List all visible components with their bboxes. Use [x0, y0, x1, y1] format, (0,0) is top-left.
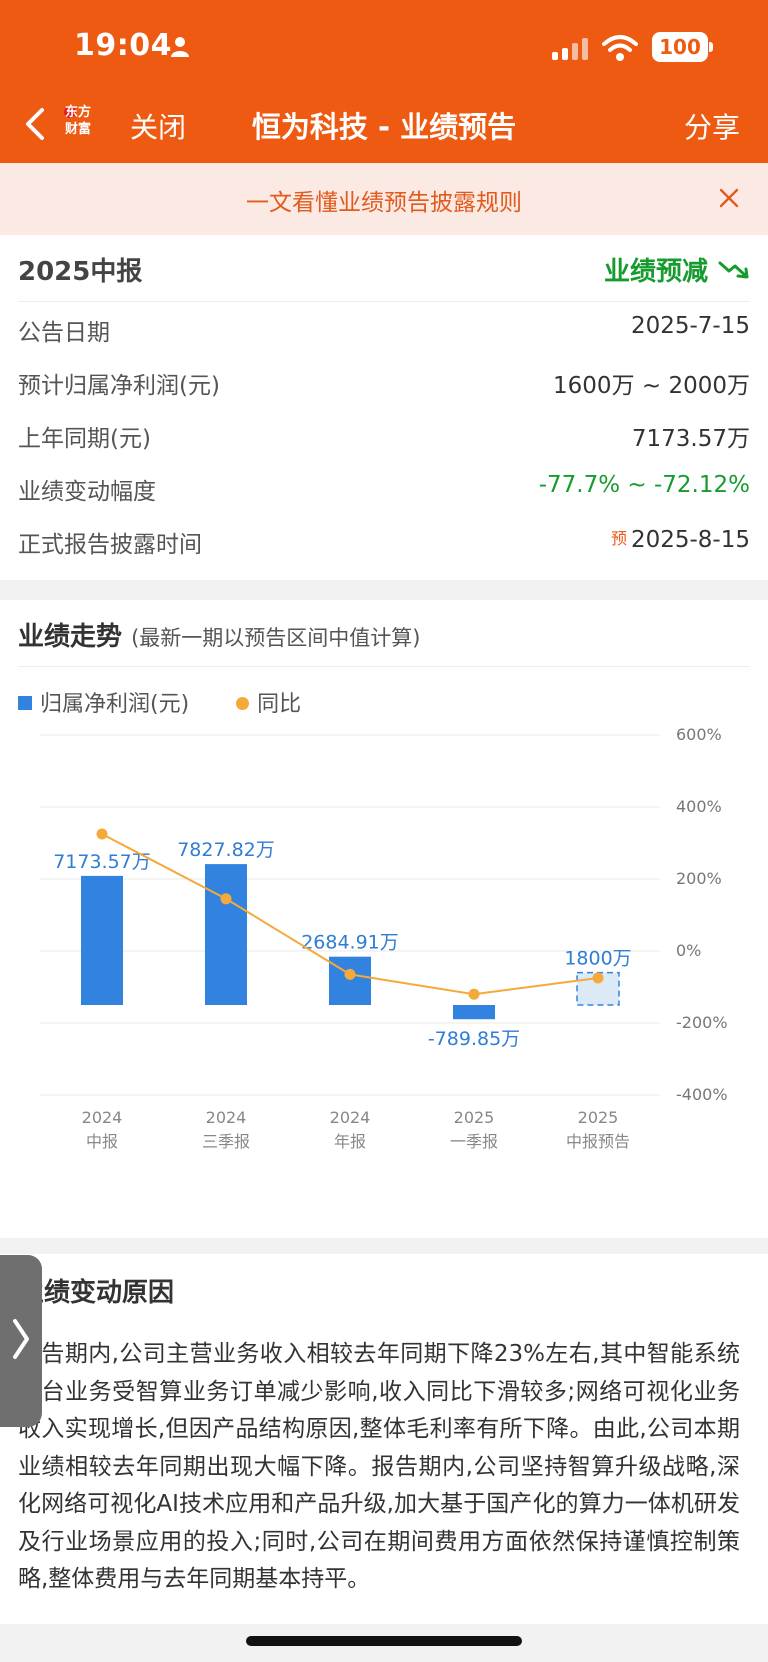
- trend-down-icon: [718, 261, 749, 279]
- logo-dot-icon: [64, 106, 76, 118]
- y-tick-label: 200%: [676, 869, 722, 888]
- forecast-tag: 预: [610, 529, 627, 548]
- row-value: -77.7% ~ -72.12%: [538, 472, 750, 498]
- y-tick-label: 0%: [676, 941, 701, 960]
- x-tick-label: 2024: [206, 1108, 247, 1127]
- bar: [453, 1005, 495, 1020]
- row-label: 预计归属净利润(元): [18, 373, 220, 399]
- yoy-point: [220, 893, 232, 905]
- performance-card: 业绩走势 (最新一期以预告区间中值计算) 归属净利润(元) 同比 600% 400…: [0, 600, 768, 1238]
- trend-label: 业绩预减: [603, 257, 708, 287]
- section-title: 业绩走势 (最新一期以预告区间中值计算): [18, 616, 420, 653]
- row-label: 业绩变动幅度: [18, 479, 156, 505]
- x-tick-label: 2025: [578, 1108, 619, 1127]
- legend-bar-swatch: [18, 696, 32, 710]
- close-button[interactable]: 关闭: [130, 111, 187, 144]
- y-tick-label: -200%: [676, 1013, 728, 1032]
- row-net-profit: 预计归属净利润(元) 1600万 ~ 2000万: [18, 366, 750, 406]
- row-value: 7173.57万: [631, 426, 750, 452]
- yoy-point: [592, 972, 604, 984]
- side-expand-tab[interactable]: [0, 1255, 42, 1427]
- logo-line1: 东方: [64, 105, 91, 120]
- bar: [81, 875, 123, 1005]
- share-button[interactable]: 分享: [683, 111, 740, 144]
- report-period: 2025中报: [18, 257, 143, 287]
- yoy-point: [344, 968, 356, 980]
- notice-banner[interactable]: 一文看懂业绩预告披露规则: [0, 163, 768, 235]
- y-tick-label: -400%: [676, 1085, 728, 1104]
- logo-line2: 财富: [64, 122, 91, 137]
- bar: [205, 864, 247, 1005]
- status-bar: 19:04 100: [0, 28, 768, 68]
- row-label: 正式报告披露时间: [18, 532, 202, 558]
- row-change-range: 业绩变动幅度 -77.7% ~ -72.12%: [18, 472, 750, 512]
- divider: [18, 301, 750, 302]
- back-chevron-icon[interactable]: [22, 106, 48, 142]
- page-title: 恒为科技 - 业绩预告: [251, 110, 517, 144]
- section-title-text: 业绩走势: [18, 622, 123, 652]
- row-value: 1600万 ~ 2000万: [553, 373, 750, 399]
- row-value-wrap: 预 2025-8-15: [611, 525, 750, 553]
- bar-value-label: 1800万: [564, 948, 631, 970]
- x-tick-label: 中报预告: [566, 1132, 630, 1151]
- x-tick-label: 中报: [86, 1132, 118, 1151]
- y-tick-label: 400%: [676, 797, 722, 816]
- bar-value-label: -789.85万: [428, 1028, 520, 1050]
- nav-bar: 恒为科技 - 业绩预告 东方 财富 关闭 分享: [0, 100, 768, 150]
- x-tick-label: 年报: [334, 1132, 366, 1151]
- notice-text[interactable]: 一文看懂业绩预告披露规则: [246, 190, 522, 216]
- row-value: 2025-7-15: [630, 313, 750, 339]
- close-icon[interactable]: [718, 187, 740, 209]
- chevron-right-icon[interactable]: [10, 1317, 32, 1361]
- wifi-icon: [602, 35, 638, 61]
- row-label: 上年同期(元): [18, 426, 151, 452]
- bar-value-label: 7827.82万: [177, 839, 275, 861]
- user-icon: [171, 37, 189, 57]
- x-tick-label: 三季报: [202, 1132, 250, 1151]
- battery-tip: [709, 42, 713, 52]
- yoy-point: [468, 988, 480, 1000]
- app-logo: 东方 财富: [58, 104, 98, 144]
- x-tick-label: 一季报: [450, 1132, 498, 1151]
- reason-card: 业绩变动原因 报告期内,公司主营业务收入相较去年同期下降23%左右,其中智能系统…: [0, 1254, 768, 1624]
- legend-profit: 归属净利润(元): [40, 692, 190, 717]
- status-time: 19:04: [74, 28, 172, 63]
- cellular-signal-icon: [552, 38, 588, 60]
- yoy-point: [96, 828, 108, 840]
- section-subtitle: (最新一期以预告区间中值计算): [131, 626, 421, 650]
- divider: [18, 666, 750, 667]
- row-announce-date: 公告日期 2025-7-15: [18, 313, 750, 353]
- row-last-year: 上年同期(元) 7173.57万: [18, 419, 750, 459]
- x-tick-label: 2024: [330, 1108, 371, 1127]
- row-value: 2025-8-15: [630, 527, 750, 553]
- x-tick-label: 2025: [454, 1108, 495, 1127]
- y-tick-label: 600%: [676, 725, 722, 744]
- row-label: 公告日期: [18, 320, 110, 346]
- section-title: 业绩变动原因: [18, 1278, 175, 1308]
- home-indicator: [246, 1636, 522, 1646]
- performance-chart: 600% 400% 200% 0% -200% -400% 7173.57万 2024 中报 78…: [40, 725, 728, 1151]
- bar-value-label: 7173.57万: [53, 851, 151, 873]
- row-disclosure-date: 正式报告披露时间 预 2025-8-15: [18, 525, 750, 565]
- legend-yoy: 同比: [257, 692, 302, 717]
- bar-value-label: 2684.91万: [301, 932, 399, 954]
- reason-text: 报告期内,公司主营业务收入相较去年同期下降23%左右,其中智能系统平台业务受智算…: [18, 1341, 740, 1592]
- battery-indicator: 100: [652, 32, 708, 62]
- top-bar: 19:04 100 恒为科技 - 业绩预告 东方 财富 关闭 分享: [0, 0, 768, 163]
- bar: [329, 956, 371, 1005]
- legend-line-swatch: [236, 697, 250, 710]
- x-tick-label: 2024: [82, 1108, 123, 1127]
- forecast-card: 2025中报 业绩预减 公告日期 2025-7-15 预计归属净利润(元) 16…: [0, 235, 768, 580]
- chart-legend: 归属净利润(元) 同比: [18, 686, 302, 717]
